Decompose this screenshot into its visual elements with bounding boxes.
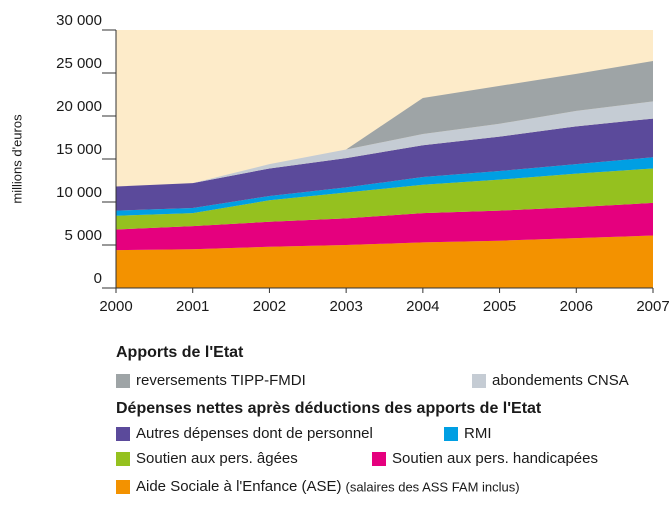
area (116, 60, 653, 187)
legend-swatch (116, 452, 130, 466)
area (116, 202, 653, 251)
x-tick-label: 2003 (329, 298, 362, 315)
legend-label: Soutien aux pers. âgées (136, 450, 298, 467)
legend-swatch (372, 452, 386, 466)
legend-label: Soutien aux pers. handicapées (392, 450, 598, 467)
legend-swatch (444, 427, 458, 441)
x-tick-label: 2001 (176, 298, 209, 315)
legend-label: Aide Sociale à l'Enfance (ASE) (136, 478, 341, 495)
x-tick-label: 2004 (406, 298, 439, 315)
area (116, 101, 653, 187)
y-tick-label: 10 000 (56, 184, 102, 201)
x-tick-label: 2000 (99, 298, 132, 315)
x-tick-label: 2007 (636, 298, 669, 315)
legend-label: Autres dépenses dont de personnel (136, 425, 373, 442)
legend-label: abondements CNSA (492, 372, 629, 389)
legend-group-title: Dépenses nettes après déductions des app… (116, 400, 542, 417)
y-tick-label: 30 000 (56, 12, 102, 29)
legend-group-title: Apports de l'Etat (116, 344, 244, 361)
legend-label: reversements TIPP-FMDI (136, 372, 306, 389)
y-tick-label: 5 000 (64, 227, 102, 244)
x-tick-label: 2006 (560, 298, 593, 315)
legend-label: RMI (464, 425, 492, 442)
x-tick-label: 2002 (253, 298, 286, 315)
area (116, 235, 653, 288)
y-tick-label: 25 000 (56, 55, 102, 72)
legend-swatch (472, 374, 486, 388)
legend-swatch (116, 480, 130, 494)
y-axis-label: millions d'euros (9, 114, 24, 204)
y-tick-label: 15 000 (56, 141, 102, 158)
area (116, 168, 653, 230)
legend-note: (salaires des ASS FAM inclus) (345, 479, 519, 494)
area (116, 157, 653, 216)
y-tick-label: 20 000 (56, 98, 102, 115)
legend-swatch (116, 374, 130, 388)
area (116, 118, 653, 211)
x-tick-label: 2005 (483, 298, 516, 315)
y-tick-label: 0 (94, 270, 102, 287)
legend-swatch (116, 427, 130, 441)
